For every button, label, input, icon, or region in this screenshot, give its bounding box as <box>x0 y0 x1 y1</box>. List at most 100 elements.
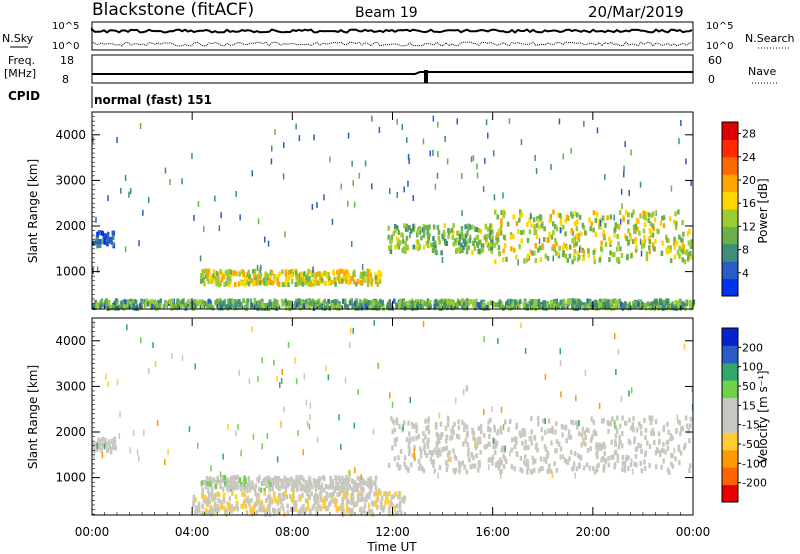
data-cell <box>290 506 293 512</box>
data-cell <box>135 305 138 311</box>
data-cell <box>337 276 341 282</box>
data-cell <box>229 505 232 511</box>
x-axis-label: Time UT <box>366 540 417 554</box>
data-cell <box>400 232 403 238</box>
scatter-echo <box>105 373 107 380</box>
scatter-echo <box>469 237 472 244</box>
data-cell <box>149 304 153 310</box>
data-cell <box>334 281 337 287</box>
data-cell <box>432 245 435 251</box>
data-cell <box>393 505 396 511</box>
y-tick-label: 3000 <box>55 173 86 187</box>
data-cell <box>533 435 537 441</box>
scatter-echo <box>132 429 135 436</box>
data-cell <box>573 236 576 242</box>
data-cell <box>329 280 333 286</box>
data-cell <box>654 300 658 306</box>
scatter-echo <box>349 342 351 349</box>
data-cell <box>544 458 548 464</box>
data-cell <box>217 299 220 304</box>
scatter-echo <box>261 357 263 364</box>
data-cell <box>574 304 577 310</box>
data-cell <box>202 497 206 503</box>
data-cell <box>342 504 345 510</box>
data-cell <box>456 301 459 307</box>
data-cell <box>585 427 589 433</box>
data-cell <box>217 507 220 513</box>
data-cell <box>633 461 636 467</box>
scatter-echo <box>413 453 416 460</box>
data-cell <box>423 446 426 452</box>
data-cell <box>290 481 294 487</box>
scatter-echo <box>427 233 429 240</box>
data-cell <box>285 305 288 311</box>
data-cell <box>266 303 269 309</box>
data-cell <box>433 304 436 310</box>
data-cell <box>296 302 299 308</box>
data-cell <box>433 447 437 453</box>
data-cell <box>618 439 621 445</box>
data-cell <box>406 303 409 309</box>
data-cell <box>374 475 378 481</box>
data-cell <box>396 242 399 248</box>
scatter-echo <box>401 124 403 131</box>
data-cell <box>221 477 225 483</box>
data-cell <box>314 303 317 309</box>
data-cell <box>229 303 232 309</box>
data-cell <box>534 243 537 249</box>
scatter-echo <box>509 450 511 457</box>
data-cell <box>638 230 641 236</box>
data-cell <box>341 268 344 274</box>
data-cell <box>595 212 599 218</box>
data-cell <box>605 301 608 307</box>
data-cell <box>255 280 259 286</box>
data-cell <box>621 466 624 472</box>
data-cell <box>217 498 220 504</box>
data-cell <box>373 491 376 497</box>
data-cell <box>647 218 650 223</box>
data-cell <box>657 431 661 437</box>
data-cell <box>373 480 376 486</box>
data-cell <box>475 453 478 459</box>
data-cell <box>312 281 315 287</box>
data-cell <box>473 245 477 251</box>
freq-strip-frame <box>91 54 694 84</box>
data-cell <box>504 419 507 425</box>
data-cell <box>364 303 367 309</box>
scatter-echo <box>596 127 599 134</box>
scatter-echo <box>517 259 519 266</box>
data-cell <box>519 455 523 461</box>
data-cell <box>196 301 199 307</box>
scatter-echo <box>583 120 585 127</box>
data-cell <box>356 487 360 493</box>
data-cell <box>206 501 210 507</box>
scatter-echo <box>138 455 140 462</box>
data-cell <box>618 298 621 304</box>
data-cell <box>229 486 233 492</box>
data-cell <box>360 509 363 515</box>
data-cell <box>617 256 620 262</box>
data-cell <box>197 505 200 511</box>
data-cell <box>290 278 294 284</box>
data-cell <box>400 304 403 310</box>
data-cell <box>656 228 659 234</box>
data-cell <box>117 305 120 311</box>
data-cell <box>321 272 324 278</box>
data-cell <box>268 482 271 488</box>
data-cell <box>264 272 267 278</box>
data-cell <box>671 463 675 469</box>
data-cell <box>441 233 444 239</box>
data-cell <box>493 242 496 248</box>
x-tick-label: 12:00 <box>375 525 410 539</box>
data-cell <box>249 507 252 513</box>
data-cell <box>603 450 606 456</box>
data-cell <box>227 485 231 490</box>
data-cell <box>153 299 156 305</box>
data-cell <box>621 415 624 421</box>
data-cell <box>387 462 391 468</box>
data-cell <box>322 498 325 504</box>
data-cell <box>321 305 325 311</box>
scatter-echo <box>676 414 679 421</box>
data-cell <box>643 459 646 465</box>
scatter-echo <box>455 397 457 404</box>
